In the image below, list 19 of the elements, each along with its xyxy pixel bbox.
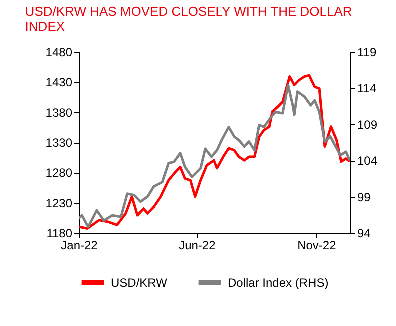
y2-tick-label: 119 bbox=[358, 46, 377, 60]
y2-tick-label: 109 bbox=[358, 118, 378, 132]
legend-label: USD/KRW bbox=[111, 276, 168, 290]
y-tick-label: 1430 bbox=[46, 76, 73, 90]
y-tick-label: 1380 bbox=[46, 106, 73, 120]
y-tick-label: 1330 bbox=[46, 136, 73, 150]
x-tick-label: Jan-22 bbox=[61, 238, 98, 252]
x-tick-label: Nov-22 bbox=[298, 238, 337, 252]
y-tick-label: 1280 bbox=[46, 166, 73, 180]
chart-title: USD/KRW HAS MOVED CLOSELY WITH THE DOLLAR INDEX bbox=[25, 4, 352, 34]
y2-tick-label: 94 bbox=[358, 226, 372, 240]
y2-tick-label: 99 bbox=[358, 190, 372, 204]
y2-tick-label: 104 bbox=[358, 154, 378, 168]
y-tick-label: 1230 bbox=[46, 196, 73, 210]
legend-label: Dollar Index (RHS) bbox=[228, 276, 329, 290]
y-tick-label: 1180 bbox=[46, 226, 73, 240]
y-tick-label: 1480 bbox=[46, 46, 73, 60]
x-tick-label: Jun-22 bbox=[179, 238, 216, 252]
y2-tick-label: 114 bbox=[358, 82, 377, 96]
